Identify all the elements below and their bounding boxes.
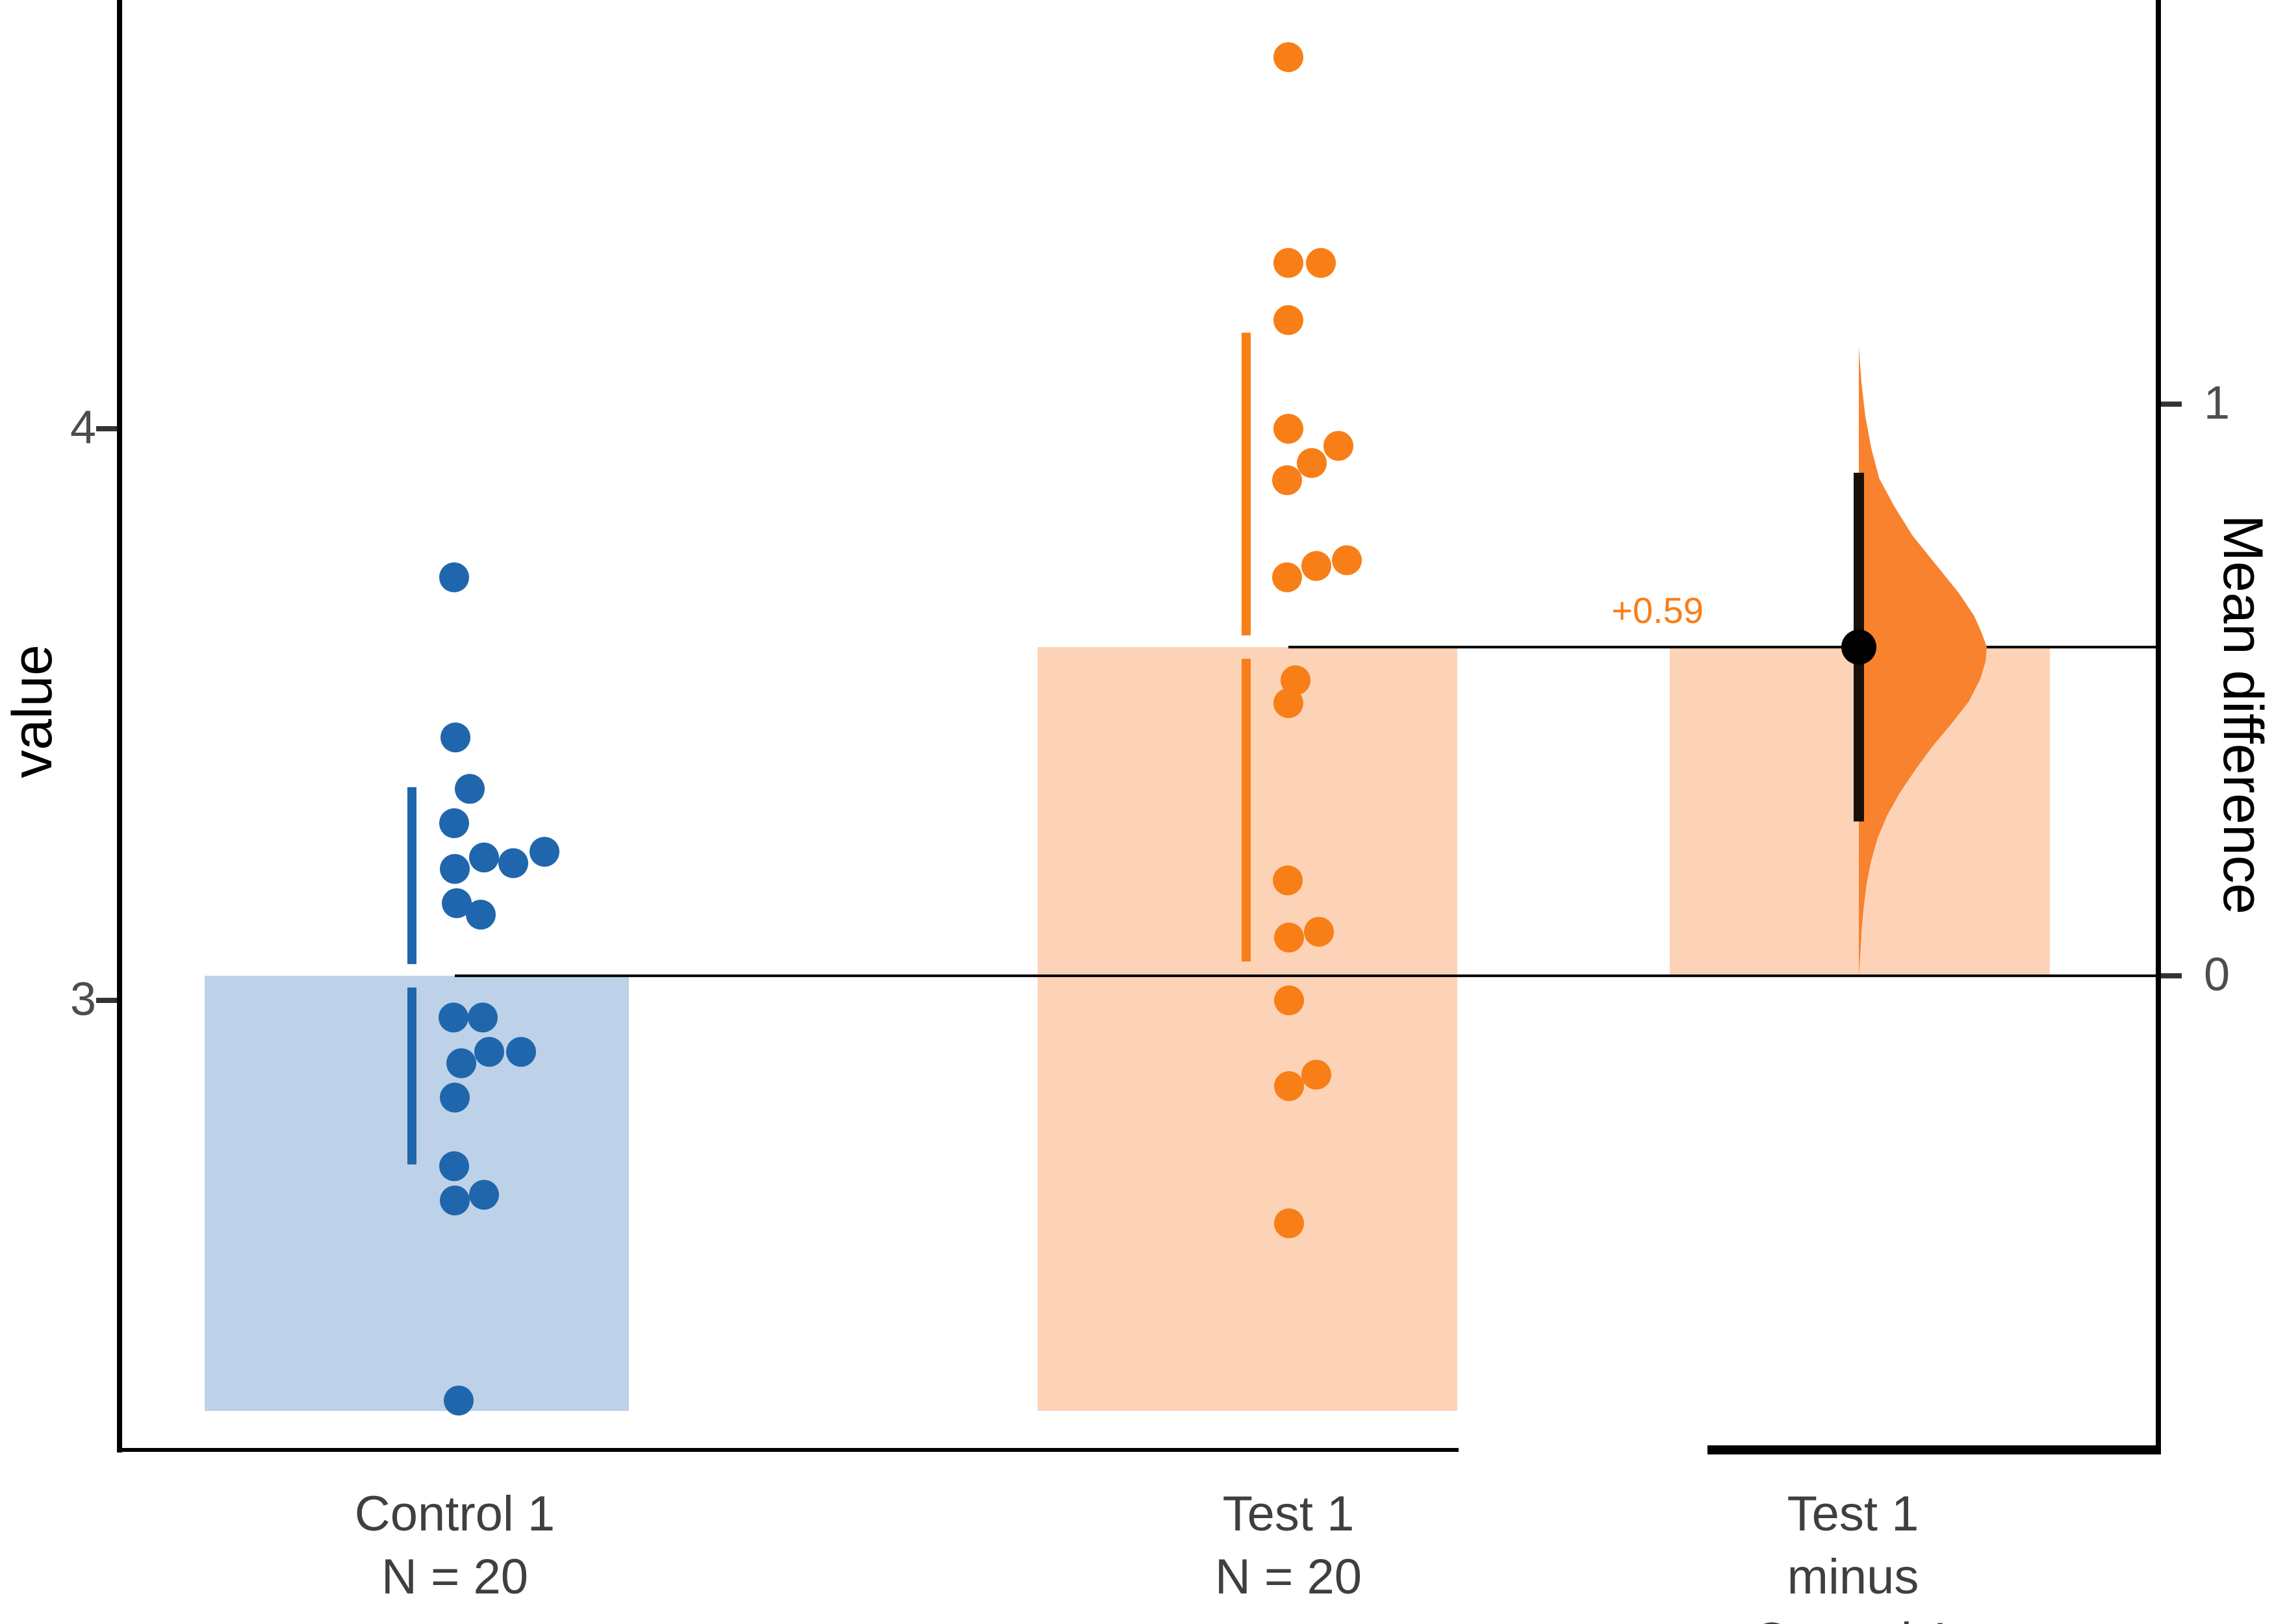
mean-difference-annotation: +0.59 [1611,590,1704,631]
test1-dot [1323,431,1353,461]
y-axis-title-value: value [1,644,64,778]
control1-dot [530,837,559,867]
control1-dot [439,1151,469,1182]
test1-dot [1301,551,1331,581]
test1-dot [1273,42,1303,72]
control1-dot [439,1002,468,1033]
control1-dot [506,1037,536,1067]
test1-dot [1273,305,1303,335]
control1-dot [455,774,485,804]
y-axis-title-mean-difference: Mean difference [2212,514,2274,915]
test1-dot [1273,414,1303,444]
right-axis-tick-label-1: 1 [2204,377,2230,429]
control1-dot [439,562,469,592]
mean-difference-dot [1841,629,1876,665]
right-axis-tick-mark [2161,973,2182,979]
test1-dot [1281,665,1310,696]
control1-dot [440,1082,470,1113]
left-y-axis-line [117,0,122,1453]
control1-dot [466,900,496,930]
bootstrap-violin [1859,347,1987,976]
control1-dot [474,1037,504,1067]
control1-dot [440,1186,470,1215]
control1-sd-line-lower [407,987,416,1165]
control1-dot [469,1180,499,1210]
left-axis-tick-mark [96,998,117,1003]
test1-dot [1306,247,1336,278]
zero-difference-line [455,974,2158,978]
right-axis-tick-label-0: 0 [2204,948,2230,1001]
x-axis-line-right-panel [1707,1445,2161,1454]
control1-dot [440,854,470,884]
test1-dot [1274,922,1304,953]
test1-dot [1274,1071,1304,1101]
x-label-test-group: Test 1 N = 20 [1214,1486,1362,1605]
test1-dot [1272,465,1302,496]
left-axis-tick-label-3: 3 [70,973,96,1026]
x-label-control-group: Control 1 N = 20 [354,1486,556,1605]
test1-dot [1273,865,1303,896]
test1-dot [1274,985,1304,1015]
left-axis-tick-mark [96,426,117,431]
mean-difference-line [1288,646,2158,649]
control1-dot [446,1048,476,1078]
test1-dot [1273,688,1303,718]
control1-dot [442,888,472,919]
test1-dot [1274,1208,1304,1239]
x-label-difference: Test 1 minus Control 1 [1753,1486,1953,1624]
control-bar [205,976,629,1411]
control1-dot [439,808,469,839]
test1-sd-line-upper [1242,333,1251,636]
x-axis-line-left-panel [117,1448,1459,1452]
control1-dot [441,722,470,753]
left-axis-tick-label-4: 4 [70,401,96,454]
control1-dot [469,843,499,872]
control1-sd-line-upper [407,787,416,965]
control1-dot [498,848,528,878]
right-y-axis-line [2156,0,2161,1453]
test1-dot [1304,917,1334,947]
test1-dot [1272,562,1302,592]
test1-dot [1332,545,1362,576]
test1-dot [1273,247,1303,278]
control1-dot [444,1386,474,1415]
right-axis-tick-mark [2161,401,2182,407]
control1-dot [468,1002,498,1033]
test1-sd-line-lower [1242,659,1251,962]
test1-dot [1297,448,1327,478]
test1-dot [1301,1059,1331,1090]
